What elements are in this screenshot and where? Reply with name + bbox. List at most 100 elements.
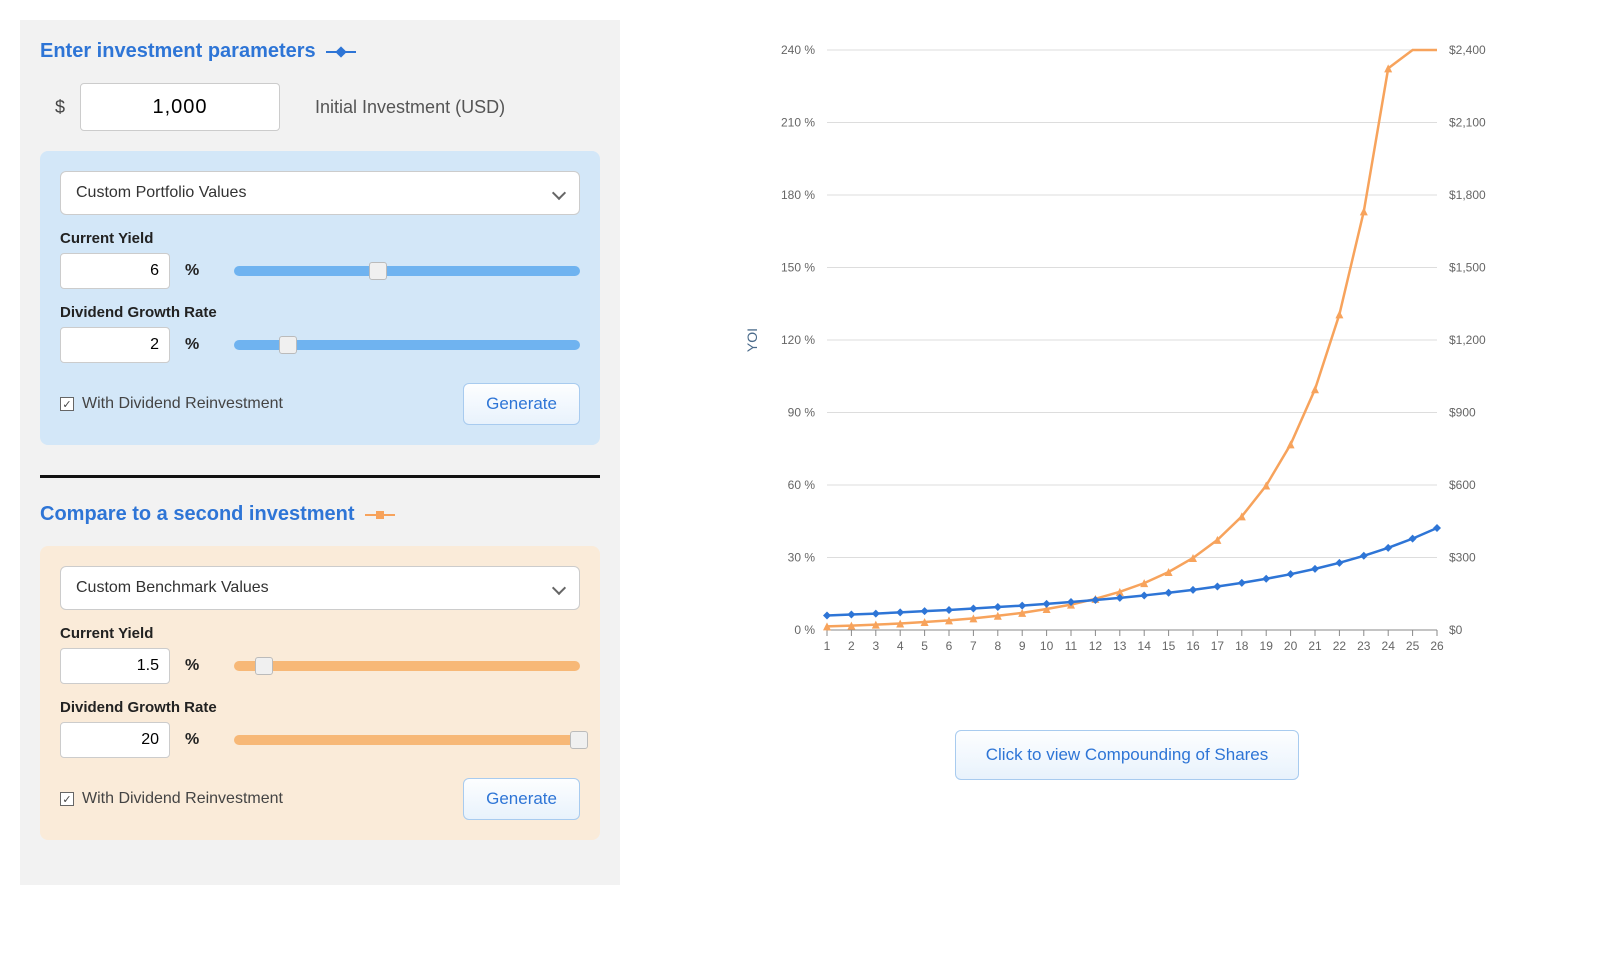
svg-text:$0: $0 (1449, 623, 1463, 637)
svg-text:$2,100: $2,100 (1449, 116, 1486, 130)
panel2-yield-label: Current Yield (60, 625, 580, 642)
panel2-reinvest-label: With Dividend Reinvestment (82, 790, 283, 808)
svg-text:$1,500: $1,500 (1449, 261, 1486, 275)
percent-sign: % (185, 731, 199, 749)
divider (40, 475, 600, 478)
chart-container: 0 % 30 % 60 % 90 % 120 % 150 % 180 % 210 % 240 %… (737, 30, 1517, 695)
svg-text:$2,400: $2,400 (1449, 43, 1486, 57)
right-panel: 0 % 30 % 60 % 90 % 120 % 150 % 180 % 210 % 240 %… (650, 20, 1604, 885)
svg-text:8: 8 (994, 639, 1001, 653)
slider-thumb[interactable] (255, 657, 273, 675)
svg-text:90 %: 90 % (788, 406, 816, 420)
initial-investment-input[interactable] (80, 83, 280, 131)
svg-text:18: 18 (1235, 639, 1249, 653)
svg-text:150 %: 150 % (781, 261, 815, 275)
view-compounding-button[interactable]: Click to view Compounding of Shares (955, 730, 1300, 780)
panel1-title: Enter investment parameters (40, 40, 316, 63)
svg-text:YOI: YOI (744, 328, 760, 352)
panel2-title-row: Compare to a second investment (40, 503, 600, 526)
chevron-down-icon (552, 186, 566, 200)
initial-investment-label: Initial Investment (USD) (315, 97, 505, 118)
panel2-yield-row: Current Yield % (60, 625, 580, 684)
checkbox-icon: ✓ (60, 397, 74, 411)
svg-text:15: 15 (1162, 639, 1176, 653)
svg-text:16: 16 (1186, 639, 1200, 653)
panel2-growth-row: Dividend Growth Rate % (60, 699, 580, 758)
svg-text:210 %: 210 % (781, 116, 815, 130)
panel1-yield-label: Current Yield (60, 230, 580, 247)
panel1-title-row: Enter investment parameters (40, 40, 600, 63)
panel1-growth-row: Dividend Growth Rate % (60, 304, 580, 363)
panel2-dropdown[interactable]: Custom Benchmark Values (60, 566, 580, 610)
panel1-dropdown-label: Custom Portfolio Values (76, 184, 246, 202)
slider-thumb[interactable] (369, 262, 387, 280)
svg-text:10: 10 (1040, 639, 1054, 653)
panel1-params-box: Custom Portfolio Values Current Yield % … (40, 151, 600, 445)
panel2-params-box: Custom Benchmark Values Current Yield % … (40, 546, 600, 840)
svg-text:22: 22 (1333, 639, 1347, 653)
svg-text:$300: $300 (1449, 551, 1476, 565)
panel1-reinvest-checkbox[interactable]: ✓ With Dividend Reinvestment (60, 395, 283, 413)
panel1-footer: ✓ With Dividend Reinvestment Generate (60, 383, 580, 425)
panel1-legend-icon (326, 51, 356, 53)
percent-sign: % (185, 262, 199, 280)
slider-thumb[interactable] (570, 731, 588, 749)
panel1-growth-input[interactable] (60, 327, 170, 363)
svg-text:17: 17 (1211, 639, 1225, 653)
svg-text:$900: $900 (1449, 406, 1476, 420)
panel2-growth-input[interactable] (60, 722, 170, 758)
svg-text:4: 4 (897, 639, 904, 653)
svg-text:120 %: 120 % (781, 333, 815, 347)
svg-text:2: 2 (848, 639, 855, 653)
svg-text:180 %: 180 % (781, 188, 815, 202)
panel2-growth-slider[interactable] (234, 735, 580, 745)
percent-sign: % (185, 657, 199, 675)
slider-thumb[interactable] (279, 336, 297, 354)
svg-text:240 %: 240 % (781, 43, 815, 57)
left-panel: Enter investment parameters $ Initial In… (20, 20, 620, 885)
panel2-reinvest-checkbox[interactable]: ✓ With Dividend Reinvestment (60, 790, 283, 808)
panel2-title: Compare to a second investment (40, 503, 355, 526)
svg-text:19: 19 (1260, 639, 1274, 653)
svg-text:5: 5 (921, 639, 928, 653)
svg-text:6: 6 (946, 639, 953, 653)
panel1-growth-slider[interactable] (234, 340, 580, 350)
svg-text:1: 1 (824, 639, 831, 653)
panel1-generate-button[interactable]: Generate (463, 383, 580, 425)
svg-text:30 %: 30 % (788, 551, 816, 565)
svg-text:3: 3 (872, 639, 879, 653)
svg-text:20: 20 (1284, 639, 1298, 653)
panel2-footer: ✓ With Dividend Reinvestment Generate (60, 778, 580, 820)
svg-text:25: 25 (1406, 639, 1420, 653)
chevron-down-icon (552, 581, 566, 595)
panel2-dropdown-label: Custom Benchmark Values (76, 579, 269, 597)
panel1-yield-input[interactable] (60, 253, 170, 289)
svg-text:23: 23 (1357, 639, 1371, 653)
panel2-yield-slider[interactable] (234, 661, 580, 671)
panel1-yield-row: Current Yield % (60, 230, 580, 289)
initial-investment-row: $ Initial Investment (USD) (55, 83, 600, 131)
svg-text:0 %: 0 % (794, 623, 815, 637)
svg-text:$1,200: $1,200 (1449, 333, 1486, 347)
svg-text:12: 12 (1089, 639, 1103, 653)
panel1-dropdown[interactable]: Custom Portfolio Values (60, 171, 580, 215)
yoi-chart: 0 % 30 % 60 % 90 % 120 % 150 % 180 % 210 % 240 %… (737, 30, 1517, 690)
panel1-growth-label: Dividend Growth Rate (60, 304, 580, 321)
svg-text:$600: $600 (1449, 478, 1476, 492)
svg-text:26: 26 (1430, 639, 1444, 653)
svg-text:11: 11 (1065, 639, 1078, 653)
panel2-growth-label: Dividend Growth Rate (60, 699, 580, 716)
percent-sign: % (185, 336, 199, 354)
svg-text:$1,800: $1,800 (1449, 188, 1486, 202)
panel1-yield-slider[interactable] (234, 266, 580, 276)
svg-text:13: 13 (1113, 639, 1127, 653)
panel2-yield-input[interactable] (60, 648, 170, 684)
svg-text:14: 14 (1138, 639, 1152, 653)
svg-text:7: 7 (970, 639, 977, 653)
svg-text:9: 9 (1019, 639, 1026, 653)
panel2-generate-button[interactable]: Generate (463, 778, 580, 820)
panel1-reinvest-label: With Dividend Reinvestment (82, 395, 283, 413)
svg-text:21: 21 (1308, 639, 1322, 653)
checkbox-icon: ✓ (60, 792, 74, 806)
svg-text:60 %: 60 % (788, 478, 816, 492)
